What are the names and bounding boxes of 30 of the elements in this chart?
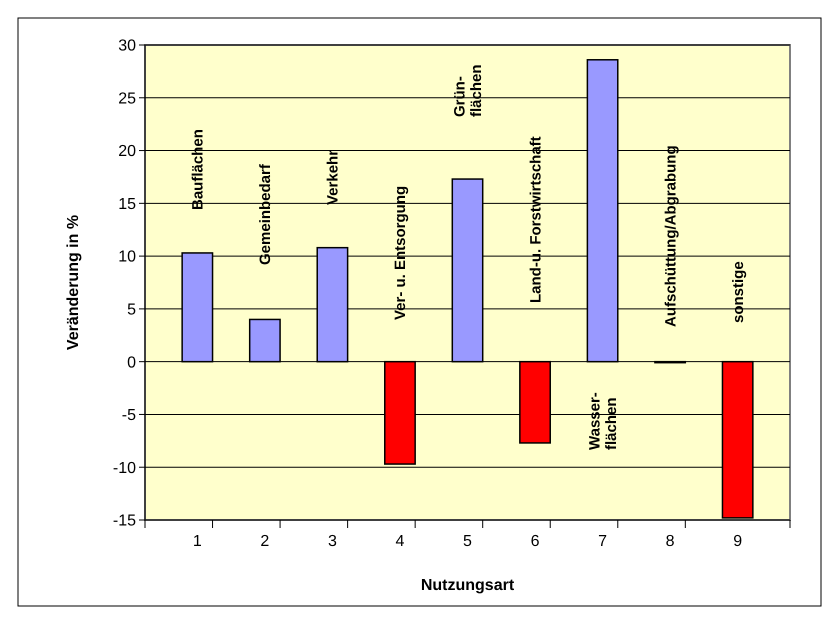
x-tick-label: 2	[260, 533, 270, 550]
x-tick-label: 1	[192, 533, 202, 550]
annotation: Ver- u. Entsorgung	[392, 186, 410, 320]
y-tick-label: 0	[127, 354, 136, 372]
x-tick-label: 4	[396, 533, 405, 550]
annotation: Grün- flächen	[452, 64, 485, 117]
y-tick-label: -15	[112, 512, 136, 530]
x-tick-label: 9	[733, 533, 742, 550]
x-tick-label: 6	[530, 533, 540, 550]
annotation: sonstige	[730, 261, 747, 323]
x-tick-label: 5	[463, 533, 472, 550]
annotation: Wasser- flächen	[586, 392, 620, 450]
x-tick-label: 8	[666, 533, 675, 550]
x-tick-label: 7	[598, 533, 608, 550]
y-tick-label: 5	[127, 301, 136, 318]
y-tick-label: 30	[118, 38, 136, 55]
x-tick-label: 3	[328, 533, 337, 550]
y-tick-label: 10	[118, 248, 136, 266]
y-tick-label: 15	[118, 196, 136, 213]
annotation: Gemeinbedarf	[257, 163, 274, 265]
x-axis-title: Nutzungsart	[420, 577, 515, 594]
y-axis-title: Veränderung in %	[65, 214, 82, 350]
y-tick-label: -5	[122, 407, 136, 424]
annotation: Verkehr	[324, 150, 342, 205]
annotation: Land-u. Forstwirtschaft	[527, 136, 544, 303]
y-tick-label: 25	[118, 90, 136, 108]
y-tick-label: -10	[112, 460, 136, 477]
y-tick-label: 20	[118, 143, 136, 160]
annotation: Aufschüttung/Abgrabung	[662, 145, 680, 327]
annotation: Bauflächen	[190, 129, 207, 210]
